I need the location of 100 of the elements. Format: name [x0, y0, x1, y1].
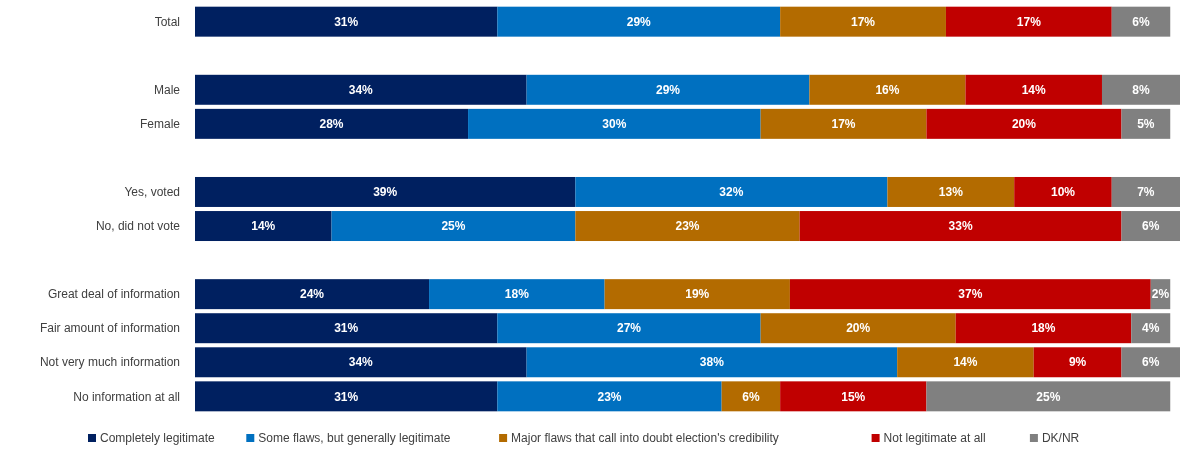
bar: [1121, 347, 1180, 378]
bar: [760, 313, 956, 344]
data-label: 14%: [251, 219, 276, 234]
data-label: 25%: [441, 219, 466, 234]
bar: [604, 279, 790, 310]
bar: [331, 211, 576, 242]
legend-label: Not legitimate at all: [883, 431, 986, 446]
bar: [809, 74, 966, 105]
data-label: 7%: [1137, 185, 1155, 200]
data-label: 23%: [597, 389, 622, 404]
bar: [195, 176, 576, 207]
bar: [1131, 313, 1171, 344]
bar: [1014, 176, 1112, 207]
data-label: 16%: [875, 82, 900, 97]
data-label: 23%: [675, 219, 700, 234]
bar: [955, 313, 1132, 344]
data-label: 31%: [334, 321, 359, 336]
data-label: 17%: [831, 117, 856, 132]
bar: [1111, 6, 1171, 37]
data-label: 34%: [348, 82, 374, 97]
data-label: 6%: [742, 389, 760, 404]
bar: [760, 108, 927, 139]
bar: [195, 313, 498, 344]
bar: [195, 108, 469, 139]
y-tick-label: Female: [139, 117, 181, 132]
y-tick-label: Male: [153, 82, 181, 97]
data-label: 27%: [616, 321, 642, 336]
data-label: 24%: [300, 287, 325, 302]
bar: [575, 176, 888, 207]
data-label: 20%: [846, 321, 871, 336]
data-label: 37%: [958, 287, 983, 302]
bar: [780, 6, 946, 37]
bar: [575, 211, 800, 242]
bar: [497, 381, 722, 412]
data-label: 14%: [1021, 82, 1047, 97]
bar: [497, 6, 781, 37]
data-label: 17%: [851, 14, 876, 29]
data-label: 28%: [319, 117, 344, 132]
bar: [195, 381, 498, 412]
bar: [789, 279, 1151, 310]
y-tick-label: Yes, voted: [124, 185, 180, 200]
data-label: 9%: [1068, 355, 1087, 370]
y-tick-label: Total: [154, 14, 180, 29]
data-label: 19%: [685, 287, 710, 302]
bar: [945, 6, 1112, 37]
bar: [1121, 211, 1180, 242]
y-tick-label: No information at all: [73, 389, 180, 404]
data-label: 39%: [373, 185, 398, 200]
data-label: 32%: [719, 185, 744, 200]
data-label: 31%: [334, 14, 359, 29]
bar: [887, 176, 1015, 207]
y-tick-label: No, did not vote: [95, 219, 181, 234]
bar: [799, 211, 1122, 242]
bar: [721, 381, 781, 412]
data-label: 18%: [1031, 321, 1056, 336]
data-label: 8%: [1132, 82, 1150, 97]
data-label: 20%: [1011, 117, 1037, 132]
data-label: 29%: [626, 14, 652, 29]
data-label: 31%: [334, 389, 359, 404]
bar: [195, 74, 527, 105]
data-label: 25%: [1036, 389, 1061, 404]
data-label: 2%: [1151, 287, 1170, 302]
data-label: 5%: [1137, 117, 1155, 132]
bar: [926, 108, 1122, 139]
data-label: 6%: [1142, 219, 1160, 234]
bar: [468, 108, 761, 139]
data-label: 34%: [348, 355, 374, 370]
bar: [965, 74, 1102, 105]
y-tick-label: Fair amount of information: [39, 321, 180, 336]
data-label: 29%: [655, 82, 681, 97]
data-label: 13%: [938, 185, 964, 200]
data-label: 10%: [1050, 185, 1076, 200]
bar: [195, 347, 527, 378]
data-label: 18%: [504, 287, 530, 302]
data-label: 30%: [602, 117, 627, 132]
data-label: 6%: [1142, 355, 1160, 370]
bar: [1033, 347, 1122, 378]
legend-label: Some flaws, but generally legitimate: [258, 431, 451, 446]
data-label: 38%: [699, 355, 725, 370]
bar: [429, 279, 605, 310]
data-label: 15%: [841, 389, 866, 404]
data-label: 14%: [953, 355, 978, 370]
legend-label: Completely legitimate: [100, 431, 216, 446]
data-label: 6%: [1132, 14, 1150, 29]
bar: [1121, 108, 1171, 139]
bar: [195, 211, 332, 242]
bar: [1111, 176, 1180, 207]
bar: [1101, 74, 1180, 105]
data-label: 4%: [1142, 321, 1160, 336]
y-tick-label: Great deal of information: [47, 287, 180, 302]
y-tick-label: Not very much information: [39, 355, 180, 370]
bar: [497, 313, 761, 344]
data-label: 17%: [1016, 14, 1042, 29]
bar: [897, 347, 1034, 378]
legend-label: Major flaws that call into doubt election's credibility: [511, 431, 779, 446]
bar: [926, 381, 1171, 412]
bar: [195, 279, 430, 310]
bar: [780, 381, 927, 412]
data-label: 33%: [948, 219, 973, 234]
bar: [195, 6, 498, 37]
